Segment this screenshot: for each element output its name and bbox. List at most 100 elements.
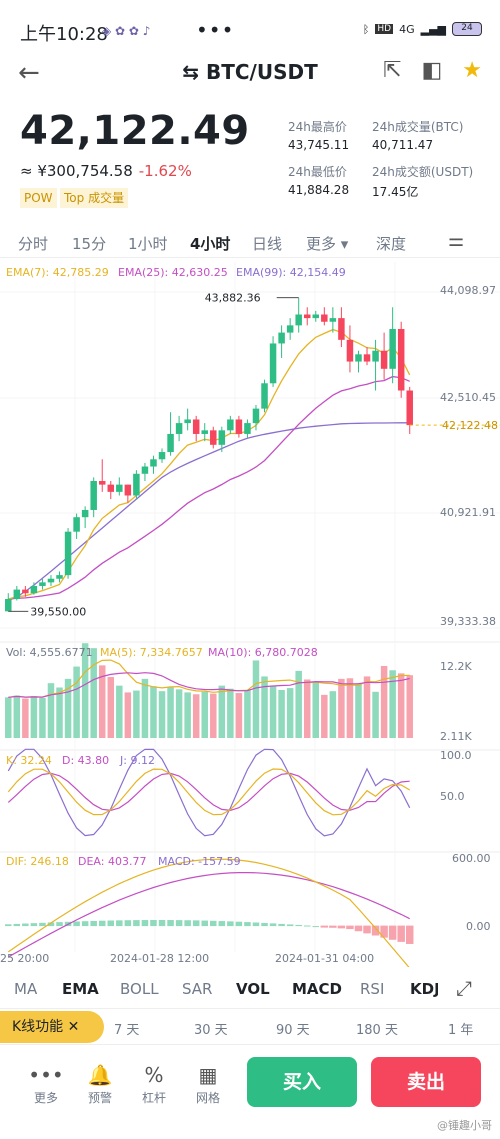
period-90d[interactable]: 90 天 — [276, 1023, 310, 1038]
time-axis-label: 2024-01-28 12:00 — [110, 952, 209, 965]
volume-bar — [124, 692, 132, 738]
legend-ma10: MA(10): 6,780.7028 — [208, 646, 318, 659]
macd-bar — [329, 925, 337, 928]
pair-title[interactable]: ⇆ BTC/USDT — [182, 60, 318, 84]
volume-bar — [269, 685, 277, 738]
vol-btc-label: 24h成交量(BTC) — [372, 120, 464, 134]
candle-body — [184, 419, 191, 424]
share-icon[interactable]: ⇱ — [383, 58, 402, 83]
ind-rsi[interactable]: RSI — [360, 980, 385, 998]
ind-vol[interactable]: VOL — [236, 980, 270, 998]
candle-body — [312, 314, 320, 319]
tag-pow[interactable]: POW — [20, 188, 57, 208]
time-axis-label: 2024-01-31 04:00 — [275, 952, 374, 965]
volume-bar — [218, 685, 226, 738]
kline-chart[interactable]: 42,122.48 44,098.97 42,510.45 40,921.91 39,3… — [0, 262, 500, 969]
period-180d[interactable]: 180 天 — [356, 1023, 398, 1038]
ind-ema[interactable]: EMA — [62, 980, 99, 998]
volume-bar — [98, 665, 106, 738]
back-arrow-icon[interactable]: ← — [18, 58, 40, 88]
period-row: K线功能 ✕ 7 天 30 天 90 天 180 天 1 年 — [0, 1008, 500, 1044]
kline-function-button[interactable]: K线功能 ✕ — [0, 1011, 104, 1043]
tag-top-volume[interactable]: Top 成交量 — [60, 188, 129, 208]
buy-button[interactable]: 买入 — [247, 1057, 357, 1107]
dea-line — [8, 872, 410, 958]
macd-bar — [133, 920, 140, 927]
candle-body — [98, 481, 106, 485]
volume-bar — [116, 685, 123, 738]
favorite-star-icon[interactable]: ★ — [462, 58, 482, 83]
bottom-bar: ••• 更多 🔔 预警 % 杠杆 ▦ 网格 买入 卖出 @锤趣小哥 — [0, 1044, 500, 1139]
tab-more[interactable]: 更多 ▾ — [306, 235, 349, 253]
header-actions: ⇱ ◧ ★ — [383, 58, 482, 83]
candle-body — [227, 419, 234, 431]
volume-bar — [39, 697, 46, 738]
volume-bar — [47, 683, 55, 738]
settings-sliders-icon[interactable]: ⚌ — [448, 230, 465, 251]
ind-kdj[interactable]: KDJ — [410, 980, 438, 998]
macd-bar — [124, 920, 132, 927]
volume-bar — [355, 683, 362, 738]
candle-body — [397, 328, 405, 391]
nav-more[interactable]: ••• 更多 — [26, 1063, 66, 1106]
vol-axis-label: 2.11K — [440, 730, 472, 743]
kdj-d-line — [7, 772, 410, 812]
candle-body — [329, 318, 337, 322]
ind-boll[interactable]: BOLL — [120, 980, 159, 998]
nav-grid[interactable]: ▦ 网格 — [188, 1063, 228, 1106]
volume-bar — [244, 689, 251, 738]
kdj-k-line — [7, 768, 411, 816]
fullscreen-icon[interactable]: ⤢ — [456, 976, 472, 1000]
indicator-tabs: MA EMA BOLL SAR VOL MACD RSI KDJ ⤢ — [0, 970, 500, 1008]
macd-bar — [13, 923, 21, 927]
macd-bar — [354, 925, 363, 932]
macd-bar — [81, 921, 89, 927]
candle-body — [47, 578, 55, 583]
tab-1h[interactable]: 1小时 — [128, 235, 168, 253]
legend-dif: DIF: 246.18 — [6, 855, 69, 868]
period-7d[interactable]: 7 天 — [114, 1023, 140, 1038]
ind-sar[interactable]: SAR — [182, 980, 213, 998]
price-axis-label: 40,921.91 — [440, 506, 496, 519]
period-1y[interactable]: 1 年 — [448, 1023, 474, 1038]
macd-axis-label: 600.00 — [452, 852, 491, 865]
tab-timeline[interactable]: 分时 — [18, 235, 49, 253]
tab-depth[interactable]: 深度 — [376, 235, 407, 253]
sell-button[interactable]: 卖出 — [371, 1057, 481, 1107]
macd-bar — [22, 923, 29, 927]
candle-body — [5, 599, 12, 612]
volume-bar — [389, 670, 396, 738]
macd-bar — [303, 925, 311, 927]
ind-ma[interactable]: MA — [14, 980, 38, 998]
candle-body — [286, 325, 294, 333]
volume-bar — [13, 695, 21, 738]
candle-body — [380, 350, 388, 369]
candle-body — [175, 423, 183, 434]
candle-body — [124, 484, 132, 496]
candle-body — [406, 390, 413, 426]
volume-bar — [363, 676, 371, 738]
macd-bar — [269, 923, 277, 927]
tab-4h[interactable]: 4小时 — [190, 235, 231, 253]
nav-leverage[interactable]: % 杠杆 — [134, 1063, 174, 1106]
macd-bar — [405, 925, 414, 944]
macd-bar — [175, 920, 183, 927]
volume-bar — [372, 691, 379, 738]
period-30d[interactable]: 30 天 — [194, 1023, 228, 1038]
volume-bar — [192, 694, 200, 738]
last-price: 42,122.49 — [20, 108, 250, 154]
tab-15m[interactable]: 15分 — [72, 235, 107, 253]
legend-k: K: 32.24 — [6, 754, 52, 767]
tab-daily[interactable]: 日线 — [252, 235, 283, 253]
volume-bar — [235, 693, 243, 738]
volume-bar — [22, 698, 29, 738]
volume-bar — [227, 688, 234, 738]
nav-alert[interactable]: 🔔 预警 — [80, 1063, 120, 1106]
status-bar: 上午10:28 ◈ ✿ ✿ ♪ ••• ᛒ HD 4G ▂▄▆ 24 — [0, 0, 500, 60]
layout-icon[interactable]: ◧ — [421, 58, 443, 83]
vol-usdt-value: 17.45亿 — [372, 185, 419, 199]
chart-canvas[interactable]: 42,122.48 44,098.97 42,510.45 40,921.91 39,3… — [0, 262, 500, 969]
volume-bar — [167, 687, 174, 738]
ind-macd[interactable]: MACD — [292, 980, 342, 998]
candle-body — [269, 343, 277, 384]
